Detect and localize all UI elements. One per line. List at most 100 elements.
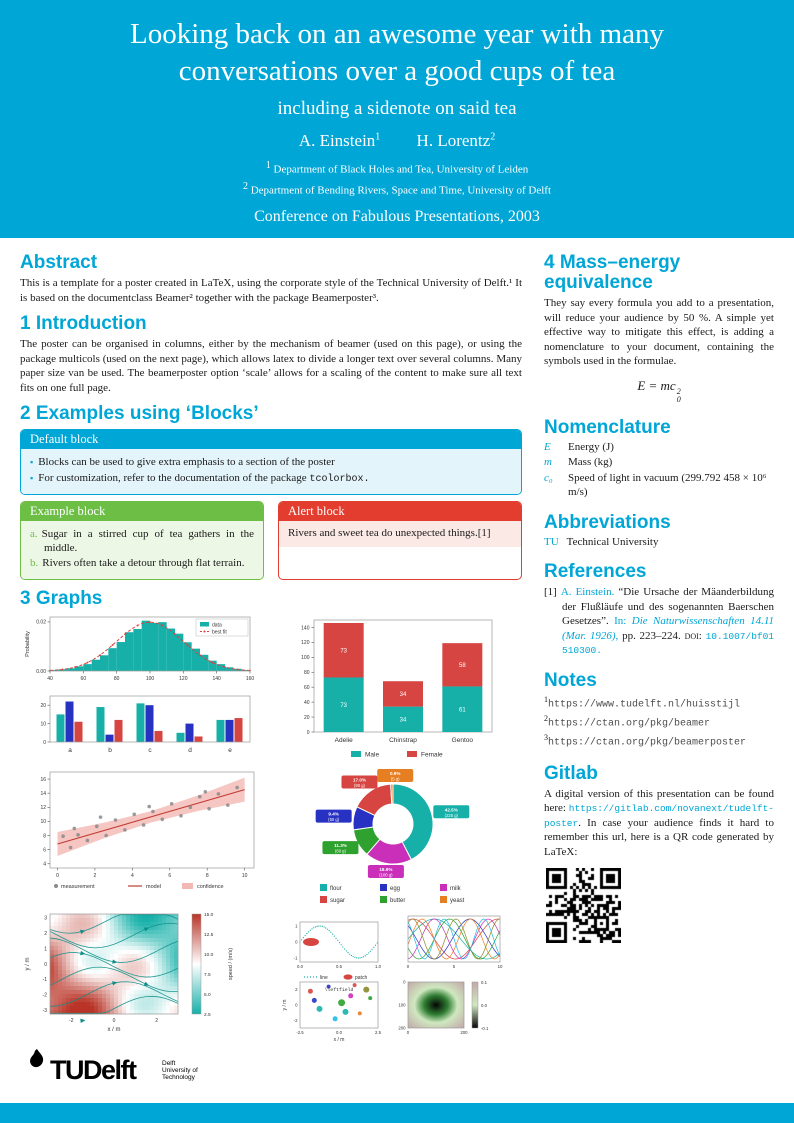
note-link[interactable]: https://www.tudelft.nl/huisstijl — [548, 699, 741, 711]
svg-text:14: 14 — [40, 790, 46, 796]
logo-wordmark: TUDelft — [50, 1055, 137, 1085]
svg-text:Probability: Probability — [25, 630, 31, 656]
svg-text:0.02: 0.02 — [36, 619, 46, 625]
svg-text:0: 0 — [113, 1018, 116, 1024]
alert-block-body: Rivers and sweet tea do unexpected thing… — [279, 520, 521, 547]
svg-text:0: 0 — [295, 939, 298, 944]
symbol: E — [544, 440, 551, 453]
qr-code — [546, 868, 621, 944]
svg-text:34: 34 — [400, 692, 407, 698]
svg-text:-2: -2 — [294, 1017, 298, 1022]
author-list: A. Einstein1 H. Lorentz2 — [42, 131, 752, 151]
formula-superscript: 2 — [676, 386, 681, 396]
svg-text:5.0: 5.0 — [204, 991, 211, 997]
svg-text:80: 80 — [304, 670, 310, 676]
mass-energy-text: They say every formula you add to a pres… — [544, 297, 774, 368]
svg-text:(225 g): (225 g) — [445, 812, 459, 817]
svg-text:0: 0 — [407, 964, 410, 969]
svg-text:0.0: 0.0 — [297, 964, 304, 969]
note-item: 3https://ctan.org/pkg/beamerposter — [544, 733, 747, 749]
list-item: ▪ For customization, refer to the documen… — [30, 471, 370, 485]
svg-text:c: c — [148, 747, 152, 754]
svg-text:-2.5: -2.5 — [296, 1030, 304, 1035]
svg-text:y / m: y / m — [282, 999, 288, 1010]
nomenclature-row: m Mass (kg) — [544, 456, 613, 469]
svg-text:73: 73 — [340, 702, 347, 708]
note-link[interactable]: https://ctan.org/pkg/beamer — [548, 718, 711, 730]
svg-text:0.9%: 0.9% — [390, 771, 400, 776]
author: A. Einstein1 — [299, 131, 381, 150]
example-block-title: Example block — [21, 501, 263, 521]
svg-text:(60 g): (60 g) — [335, 848, 347, 853]
ref-doi-link[interactable]: 10.1007/bf01510300. — [562, 630, 775, 657]
gitlab-heading: Gitlab — [544, 762, 598, 784]
svg-text:b: b — [108, 747, 112, 754]
symbol: m — [544, 456, 552, 469]
svg-text:2: 2 — [44, 931, 47, 937]
graphs-grid: 40 60 80 100 120 140 160 0.00 0.02 Probability dat… — [20, 612, 522, 1042]
svg-text:1: 1 — [295, 923, 298, 928]
svg-text:10: 10 — [498, 964, 503, 969]
tu-delft-logo: TUDelft Delft University of Technology — [30, 1048, 198, 1085]
svg-text:160: 160 — [246, 676, 255, 682]
reference-entry: [1] A. Einstein. “Die Ursache der Mäande… — [544, 585, 774, 658]
abbreviation: TU — [544, 535, 559, 548]
note-item: 1https://www.tudelft.nl/huisstijl — [544, 694, 741, 711]
svg-text:2.5: 2.5 — [204, 1011, 211, 1017]
gitlab-text: A digital version of this presentation c… — [544, 787, 774, 858]
left-column: Abstract This is a template for a poster… — [20, 244, 522, 1096]
svg-text:-2: -2 — [69, 1018, 74, 1024]
ref-authors: A. Einstein. — [560, 586, 615, 599]
mass-energy-heading: 4 Mass–energy equivalence — [544, 252, 681, 294]
svg-text:4: 4 — [131, 873, 134, 879]
svg-text:200: 200 — [398, 1025, 406, 1030]
svg-text:0: 0 — [43, 739, 46, 745]
alert-block-title: Alert block — [279, 501, 521, 521]
poster-title: Looking back on an awesome year with man… — [42, 16, 752, 89]
svg-text:4: 4 — [43, 861, 46, 867]
svg-text:18.9%: 18.9% — [379, 867, 392, 872]
author-name: A. Einstein — [298, 131, 376, 151]
svg-text:20: 20 — [304, 714, 310, 720]
mini-panels-chart: 0.0 0.5 1.0 -1 0 1 line patch 0 5 10 \leftfield -2.5… — [282, 915, 503, 1042]
svg-text:0.0: 0.0 — [336, 1030, 343, 1035]
svg-text:x / m: x / m — [108, 1027, 121, 1033]
square-bullet-icon: ▪ — [30, 472, 34, 483]
stacked-bar-chart: 0 20 40 60 80 100 120 140 73 73 Adelie 34 34 Chinstra… — [301, 619, 493, 758]
note-link[interactable]: https://ctan.org/pkg/beamerposter — [548, 737, 747, 749]
poster-header: Looking back on an awesome year with man… — [0, 0, 794, 239]
example-block-body: a. Sugar in a stirred cup of tea gathers … — [21, 520, 263, 579]
svg-text:8: 8 — [206, 873, 209, 879]
svg-text:line: line — [320, 974, 328, 980]
svg-text:100: 100 — [301, 655, 310, 661]
svg-text:yeast: yeast — [450, 898, 465, 904]
affiliation: 2 Department of Bending Rivers, Space an… — [242, 180, 552, 197]
mass-energy-formula: E = mc 2 0 — [637, 377, 681, 405]
svg-text:120: 120 — [179, 676, 188, 682]
svg-text:61: 61 — [459, 707, 466, 713]
svg-text:-2: -2 — [43, 992, 48, 998]
default-block-body: ▪ Blocks can be used to give extra emphas… — [21, 449, 521, 494]
grouped-bar-chart: a b c d e 0 10 20 — [40, 695, 251, 754]
histogram-chart: 40 60 80 100 120 140 160 0.00 0.02 Probability dat… — [25, 616, 255, 682]
svg-text:best fit: best fit — [212, 629, 227, 635]
svg-text:40: 40 — [304, 699, 310, 705]
default-block: Default block ▪ Blocks can be used to giv… — [20, 429, 522, 495]
svg-text:0: 0 — [56, 873, 59, 879]
flame-icon — [30, 1048, 44, 1067]
gitlab-link[interactable]: https://gitlab.com/novanext/tudelft-post… — [544, 803, 774, 829]
svg-text:(5 g): (5 g) — [391, 776, 400, 781]
svg-text:0: 0 — [407, 1030, 410, 1035]
svg-text:x / m: x / m — [334, 1037, 345, 1042]
donut-chart: 42.5%(225 g)18.9%(100 g)11.3%(60 g)9.4%(… — [315, 768, 470, 904]
svg-text:100: 100 — [398, 1002, 406, 1007]
svg-text:16: 16 — [40, 776, 46, 782]
introduction-text: The poster can be organised in columns, … — [20, 338, 522, 394]
svg-text:0: 0 — [44, 961, 47, 967]
svg-text:10: 10 — [40, 819, 46, 825]
svg-text:7.5: 7.5 — [204, 971, 211, 977]
svg-text:0: 0 — [307, 729, 310, 735]
list-marker: a. — [30, 527, 38, 540]
block-row: Example block a. Sugar in a stirred cup o… — [20, 500, 522, 580]
ref-pages: pp. 223–224. — [622, 629, 681, 642]
